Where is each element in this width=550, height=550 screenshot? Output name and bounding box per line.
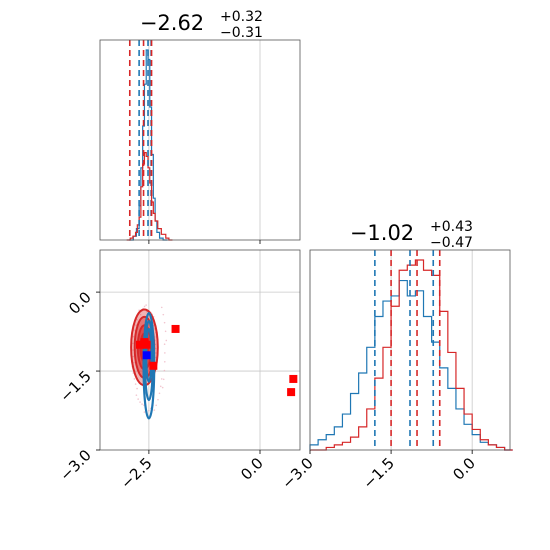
x-tick-label: −1.5 — [359, 454, 397, 492]
x-tick-label: 0.0 — [237, 454, 267, 484]
sample-dot — [163, 360, 166, 363]
sample-dot — [132, 349, 134, 351]
sample-dot — [138, 309, 140, 311]
sample-dot — [132, 342, 134, 345]
sample-dot — [145, 304, 147, 306]
x-tick-label: −2.5 — [117, 454, 155, 492]
y-tick-label: 0.0 — [65, 288, 95, 318]
right-panel-frame — [309, 249, 511, 451]
y-tick-label: −3.0 — [56, 446, 94, 484]
red-marker — [149, 361, 158, 370]
sample-dot — [162, 313, 165, 316]
sample-dot — [158, 392, 161, 395]
sample-dot — [155, 356, 157, 359]
sample-dot — [153, 409, 156, 411]
sample-dot — [155, 352, 157, 354]
sample-dot — [135, 394, 138, 396]
sample-dot — [163, 369, 166, 372]
joint-panel-frame — [99, 249, 301, 451]
sample-dot — [133, 378, 136, 380]
red-marker — [140, 338, 149, 347]
top-panel-title-sub: −0.31 — [220, 25, 263, 41]
sample-dot — [164, 352, 166, 354]
blue-contour — [143, 319, 154, 402]
sample-dot — [164, 330, 167, 333]
joint-panel: −2.5 0.0 0.0 −1.5 −3.0 — [56, 249, 301, 493]
sample-dot — [161, 386, 164, 389]
histogram-red — [126, 152, 173, 241]
sample-dot — [155, 404, 158, 407]
right-marginal-panel: −3.0 −1.5 0.0 −1.02 +0.43−0.47 — [278, 219, 513, 493]
sample-dot — [160, 378, 163, 380]
right-panel-title-sup: +0.43 — [430, 219, 473, 235]
histogram-blue — [309, 279, 513, 451]
sample-dot — [162, 378, 165, 381]
sample-dot — [163, 343, 166, 346]
sample-dot — [133, 361, 135, 364]
sample-dot — [157, 398, 159, 401]
histogram-red — [310, 259, 513, 451]
blue-marker — [142, 351, 151, 360]
sample-dot — [160, 306, 163, 309]
sample-dot — [132, 355, 135, 358]
sample-dot — [163, 321, 166, 324]
red-marker — [289, 374, 298, 383]
sample-dot — [154, 347, 157, 350]
sample-dot — [143, 305, 146, 308]
right-panel-title-sub: −0.47 — [430, 235, 473, 251]
sample-dot — [165, 339, 168, 342]
sample-dot — [141, 403, 143, 405]
sample-dot — [139, 401, 141, 403]
top-panel-title-sup: +0.32 — [220, 9, 263, 25]
sample-dot — [132, 335, 134, 338]
top-panel-frame — [99, 39, 301, 241]
red-marker — [171, 324, 180, 333]
sample-dot — [135, 324, 137, 326]
sample-dot — [143, 411, 146, 413]
top-marginal-panel: −2.62 +0.32−0.31 — [99, 9, 301, 244]
sample-dot — [139, 313, 142, 316]
red-marker — [287, 388, 296, 397]
sample-dot — [136, 387, 138, 390]
right-panel-title-main: −1.02 — [350, 221, 414, 245]
sample-dot — [159, 385, 162, 388]
x-tick-label: 0.0 — [449, 454, 479, 484]
x-tick-label: −3.0 — [278, 454, 316, 492]
sample-dot — [134, 383, 137, 385]
y-tick-label: −1.5 — [56, 367, 94, 405]
sample-dot — [148, 409, 150, 412]
red-marker — [136, 340, 144, 349]
sample-dot — [137, 398, 139, 400]
top-panel-title-main: −2.62 — [140, 11, 204, 35]
